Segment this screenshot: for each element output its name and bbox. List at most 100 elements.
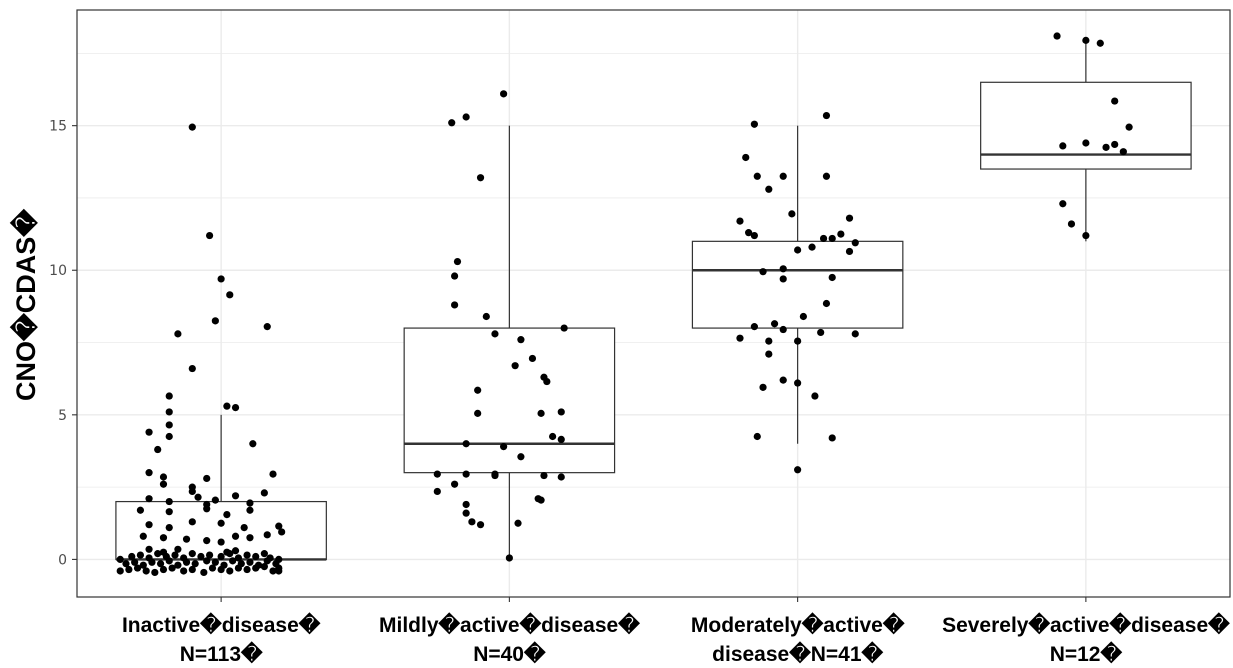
data-point (223, 548, 231, 556)
data-point (188, 483, 196, 491)
data-point (462, 470, 470, 478)
data-point (168, 564, 176, 572)
data-point (799, 312, 807, 321)
box-2 (403, 125, 616, 560)
data-point (231, 492, 240, 500)
data-point (165, 497, 173, 506)
data-point (220, 561, 228, 569)
data-point (159, 548, 168, 556)
data-point (217, 538, 225, 546)
data-point (779, 325, 787, 334)
data-point (828, 273, 836, 282)
data-point (260, 489, 268, 497)
data-point (549, 432, 557, 441)
data-point (491, 471, 499, 480)
data-point (851, 330, 859, 338)
data-point (263, 323, 271, 331)
data-point (537, 496, 545, 504)
x-tick-label: disease�N=41� (712, 641, 883, 666)
data-point (736, 334, 744, 342)
data-point (223, 510, 231, 519)
data-point (794, 337, 802, 345)
data-point (191, 560, 199, 568)
data-point (745, 229, 753, 237)
data-point (275, 555, 283, 564)
data-point (136, 551, 145, 559)
data-point (145, 469, 153, 477)
data-point (474, 386, 482, 394)
data-point (159, 480, 168, 488)
data-point (765, 350, 773, 358)
data-point (765, 337, 773, 345)
data-point (122, 560, 130, 568)
data-point (750, 120, 758, 128)
data-point (165, 408, 173, 416)
data-point (205, 551, 214, 559)
data-point (742, 153, 750, 162)
data-point (154, 550, 162, 558)
data-point (819, 234, 828, 243)
data-point (211, 496, 219, 504)
data-point (1053, 32, 1061, 40)
data-point (736, 217, 744, 225)
data-point (231, 403, 240, 412)
data-point (517, 336, 525, 344)
data-point (174, 330, 182, 338)
data-point (231, 547, 240, 555)
data-point (560, 324, 568, 332)
data-point (770, 320, 779, 328)
data-point (243, 565, 251, 574)
data-point (211, 317, 219, 325)
data-point (750, 323, 758, 331)
data-point (779, 265, 787, 273)
data-point (203, 557, 211, 565)
data-point (145, 545, 153, 553)
panel-border (76, 9, 1231, 598)
data-point (171, 551, 179, 559)
data-point (203, 474, 211, 483)
data-point (246, 499, 254, 507)
data-point (1102, 143, 1110, 151)
data-point (794, 379, 802, 387)
data-point (453, 257, 462, 266)
data-point (505, 554, 513, 562)
data-point (828, 234, 836, 243)
data-point (249, 440, 257, 448)
data-point (231, 532, 240, 540)
data-point (180, 567, 188, 575)
data-point (1096, 39, 1104, 47)
y-tick-label: 5 (58, 408, 67, 424)
data-point (246, 506, 254, 514)
data-point (514, 519, 522, 527)
data-point (197, 552, 205, 561)
data-point (500, 443, 508, 451)
data-point (1067, 220, 1076, 228)
boxes-layer (115, 38, 1192, 561)
data-point (234, 554, 243, 562)
x-tick-label: Inactive�disease� (122, 612, 321, 637)
data-point (759, 383, 767, 391)
data-point (154, 445, 162, 454)
data-point (1125, 123, 1133, 131)
data-point (208, 564, 217, 572)
data-point (266, 554, 274, 562)
data-point (211, 558, 219, 566)
data-point (753, 432, 761, 441)
data-point (174, 545, 182, 553)
data-point (125, 565, 133, 574)
data-point (788, 210, 796, 218)
data-point (1059, 200, 1067, 208)
data-point (243, 551, 251, 559)
data-point (200, 568, 208, 577)
data-point (217, 519, 225, 527)
data-point (128, 552, 136, 561)
data-point (1111, 97, 1119, 105)
data-point (188, 123, 196, 131)
data-point (145, 495, 153, 503)
y-axis-label: CNO�CDAS� (9, 209, 41, 401)
data-point (822, 299, 831, 308)
data-point (278, 528, 286, 536)
data-point (765, 185, 773, 193)
data-point (500, 90, 508, 98)
x-tick-label: N=40� (473, 641, 546, 666)
